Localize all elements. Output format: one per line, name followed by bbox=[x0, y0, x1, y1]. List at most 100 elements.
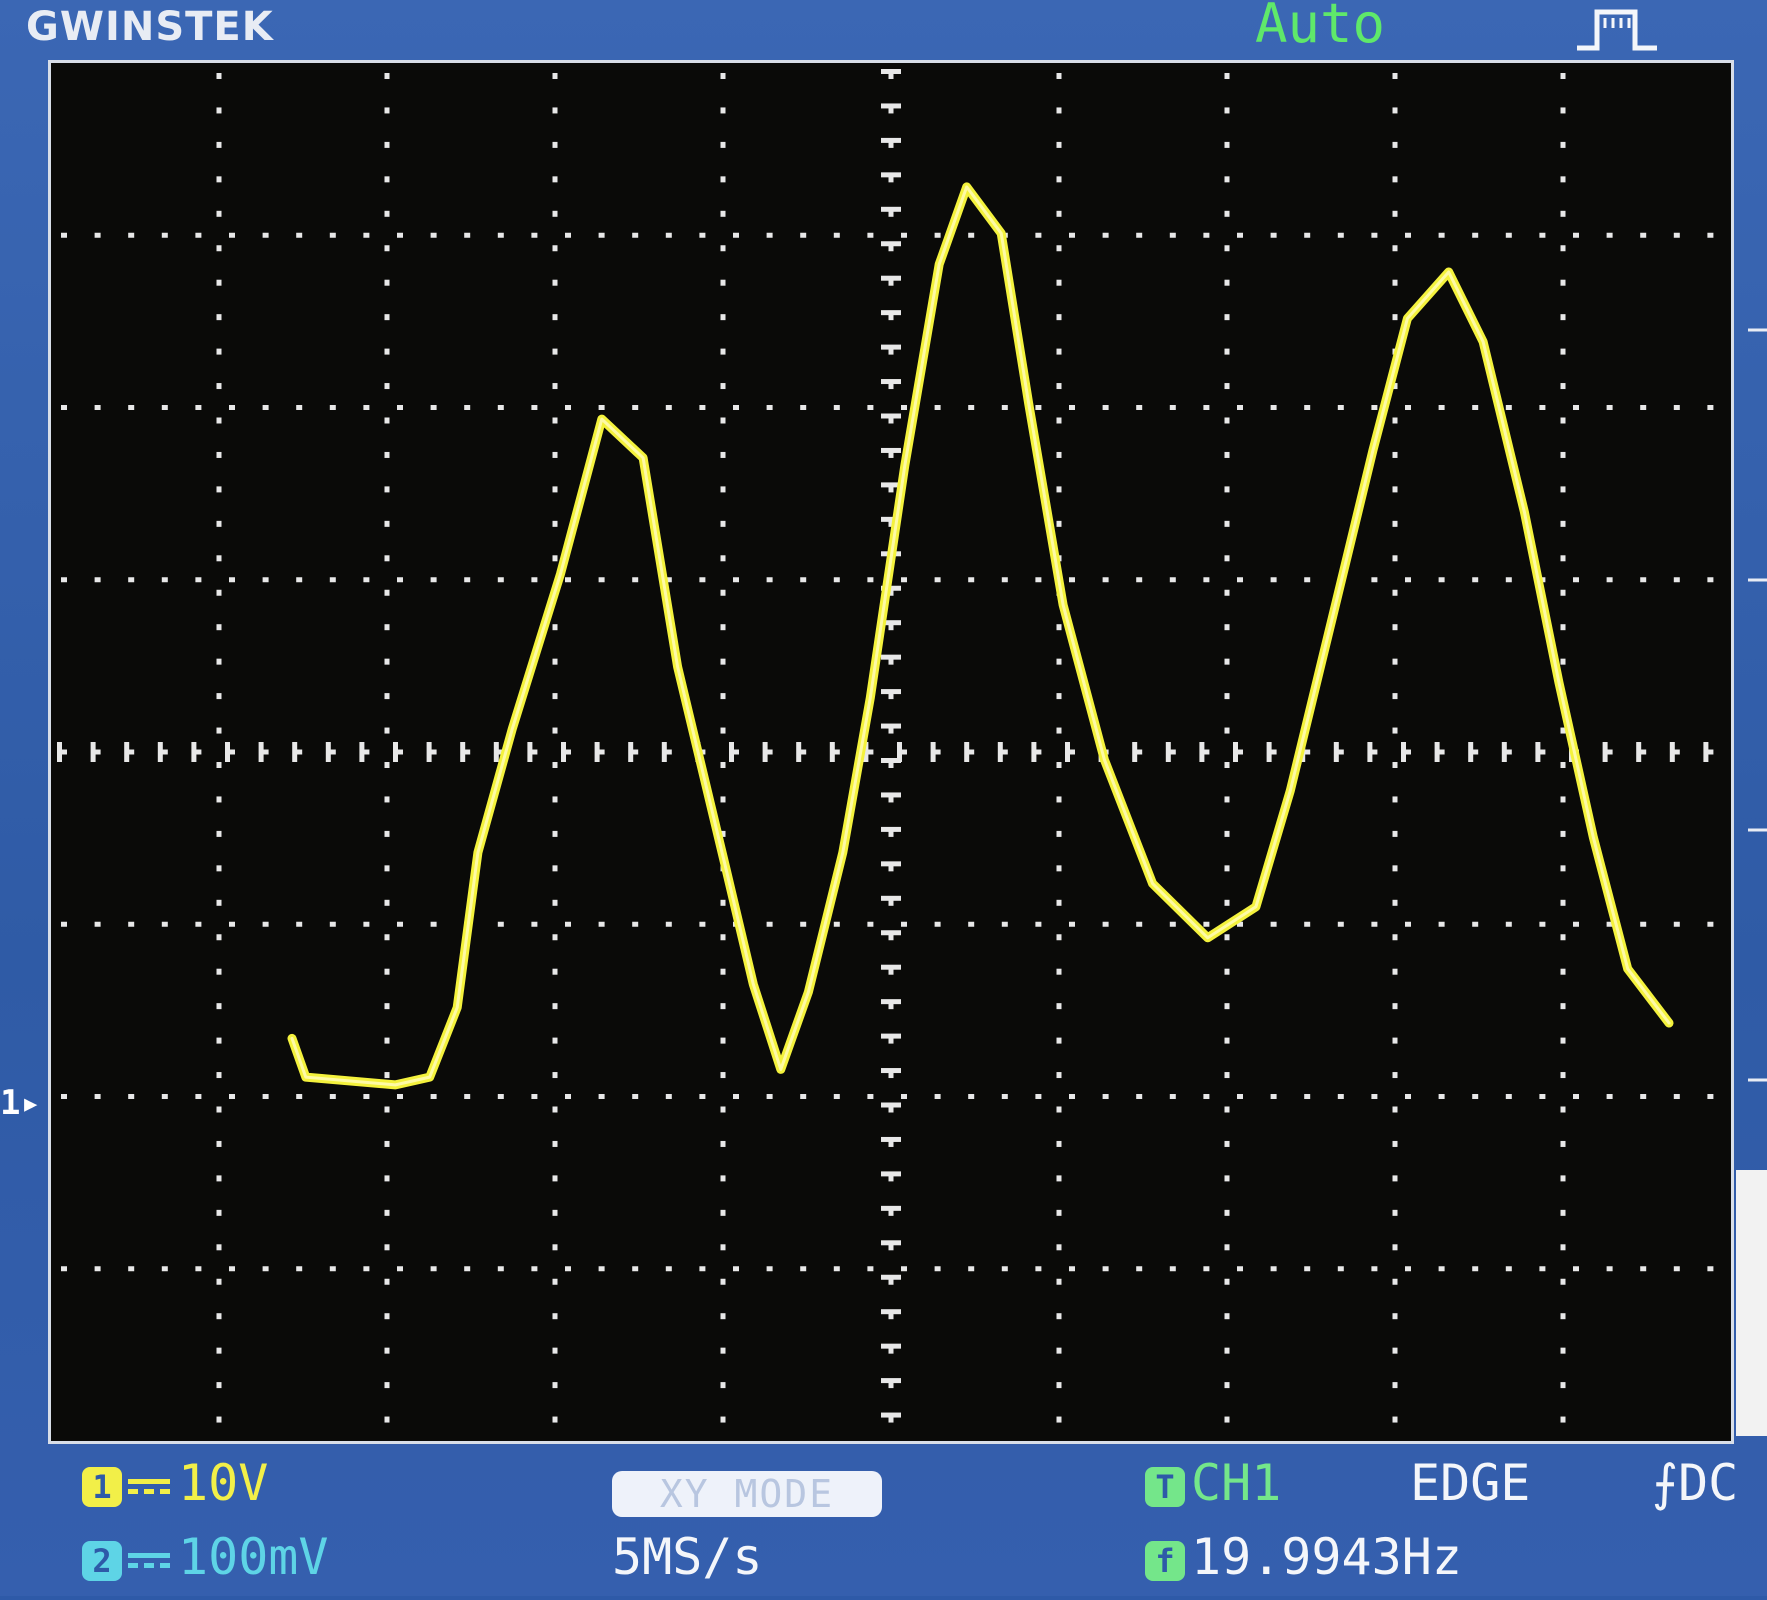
grid-dot bbox=[1057, 831, 1062, 837]
grid-dot bbox=[1057, 452, 1062, 458]
grid-dot bbox=[397, 233, 403, 238]
grid-dot bbox=[1057, 624, 1062, 630]
grid-dot bbox=[217, 314, 222, 320]
grid-dot bbox=[553, 349, 558, 355]
grid-dot bbox=[385, 314, 390, 320]
grid-dot bbox=[1225, 211, 1230, 217]
grid-dot bbox=[1561, 349, 1566, 355]
grid-dot bbox=[800, 922, 806, 927]
xy-mode-indicator[interactable]: XY MODE bbox=[612, 1471, 882, 1517]
center-axis-tick bbox=[595, 742, 600, 762]
grid-dot bbox=[599, 577, 605, 582]
grid-dot bbox=[553, 934, 558, 940]
grid-dot bbox=[1607, 405, 1613, 410]
grid-dot bbox=[217, 693, 222, 699]
grid-dot bbox=[195, 405, 201, 410]
grid-dot bbox=[363, 1094, 369, 1099]
grid-dot bbox=[1225, 383, 1230, 389]
trigger-coupling-value: DC bbox=[1678, 1454, 1738, 1512]
grid-dot bbox=[565, 1266, 571, 1271]
grid-dot bbox=[1561, 1313, 1566, 1319]
center-axis-tick bbox=[292, 742, 297, 762]
grid-dot bbox=[968, 577, 974, 582]
grid-dot bbox=[498, 1094, 504, 1099]
grid-dot bbox=[397, 1266, 403, 1271]
grid-dot bbox=[721, 418, 726, 424]
center-axis-tick bbox=[881, 345, 901, 350]
center-axis-tick bbox=[527, 742, 532, 762]
grid-dot bbox=[721, 796, 726, 802]
center-axis-tick bbox=[393, 742, 398, 762]
center-axis-tick bbox=[881, 1413, 901, 1418]
grid-dot bbox=[498, 577, 504, 582]
grid-dot bbox=[385, 418, 390, 424]
grid-dot bbox=[431, 405, 437, 410]
grid-dot bbox=[721, 1175, 726, 1181]
grid-dot bbox=[935, 1266, 941, 1271]
grid-dot bbox=[1405, 922, 1411, 927]
grid-dot bbox=[217, 1313, 222, 1319]
grid-dot bbox=[95, 922, 101, 927]
grid-dot bbox=[733, 233, 739, 238]
grid-dot bbox=[767, 405, 773, 410]
grid-dot bbox=[128, 1266, 134, 1271]
grid-dot bbox=[721, 1003, 726, 1009]
grid-dot bbox=[1002, 577, 1008, 582]
grid-dot bbox=[1225, 314, 1230, 320]
grid-dot bbox=[385, 1210, 390, 1216]
grid-dot bbox=[195, 233, 201, 238]
grid-dot bbox=[385, 1417, 390, 1423]
grid-dot bbox=[1057, 1313, 1062, 1319]
grid-dot bbox=[1393, 1244, 1398, 1250]
grid-dot bbox=[217, 1279, 222, 1285]
grid-dot bbox=[1561, 796, 1566, 802]
ch2-scale-value: 100mV bbox=[178, 1528, 329, 1586]
ch2-scale-readout[interactable]: 2 100mV bbox=[82, 1528, 329, 1586]
grid-dot bbox=[1393, 1210, 1398, 1216]
grid-dot bbox=[217, 1038, 222, 1044]
grid-dot bbox=[498, 233, 504, 238]
menu-tab[interactable] bbox=[1736, 1170, 1767, 1436]
grid-dot bbox=[553, 142, 558, 148]
center-axis-tick bbox=[1334, 742, 1339, 762]
grid-dot bbox=[721, 73, 726, 79]
ch1-ground-marker[interactable]: 1▸ bbox=[0, 1083, 48, 1117]
center-axis-tick bbox=[158, 742, 163, 762]
grid-dot bbox=[431, 233, 437, 238]
grid-dot bbox=[1561, 1038, 1566, 1044]
grid-dot bbox=[1439, 405, 1445, 410]
grid-dot bbox=[553, 107, 558, 113]
grid-dot bbox=[1304, 922, 1310, 927]
center-axis-tick bbox=[729, 742, 734, 762]
center-axis-tick bbox=[998, 742, 1003, 762]
grid-dot bbox=[385, 969, 390, 975]
trigger-source-readout[interactable]: T CH1 bbox=[1145, 1454, 1281, 1512]
grid-dot bbox=[721, 1279, 726, 1285]
trigger-coupling-readout[interactable]: ⨍DC bbox=[1652, 1454, 1738, 1512]
grid-dot bbox=[217, 555, 222, 561]
grid-dot bbox=[217, 1141, 222, 1147]
grid-dot bbox=[553, 1210, 558, 1216]
grid-dot bbox=[217, 73, 222, 79]
grid-dot bbox=[1393, 1348, 1398, 1354]
grid-dot bbox=[1674, 922, 1680, 927]
grid-dot bbox=[1057, 1348, 1062, 1354]
grid-dot bbox=[330, 1266, 336, 1271]
center-axis-tick bbox=[1065, 742, 1070, 762]
grid-dot bbox=[1640, 1266, 1646, 1271]
grid-dot bbox=[599, 1266, 605, 1271]
grid-dot bbox=[1225, 659, 1230, 665]
grid-dot bbox=[263, 922, 269, 927]
grid-dot bbox=[385, 1003, 390, 1009]
grid-dot bbox=[1393, 486, 1398, 492]
center-axis-tick bbox=[881, 103, 901, 108]
grid-dot bbox=[666, 233, 672, 238]
grid-dot bbox=[1057, 796, 1062, 802]
center-axis-tick bbox=[628, 742, 633, 762]
grid-dot bbox=[1393, 659, 1398, 665]
grid-dot bbox=[1393, 1072, 1398, 1078]
ch1-scale-readout[interactable]: 1 10V bbox=[82, 1454, 268, 1512]
waveform-plot bbox=[51, 63, 1731, 1441]
center-axis-tick bbox=[881, 930, 901, 935]
grid-dot bbox=[385, 1313, 390, 1319]
